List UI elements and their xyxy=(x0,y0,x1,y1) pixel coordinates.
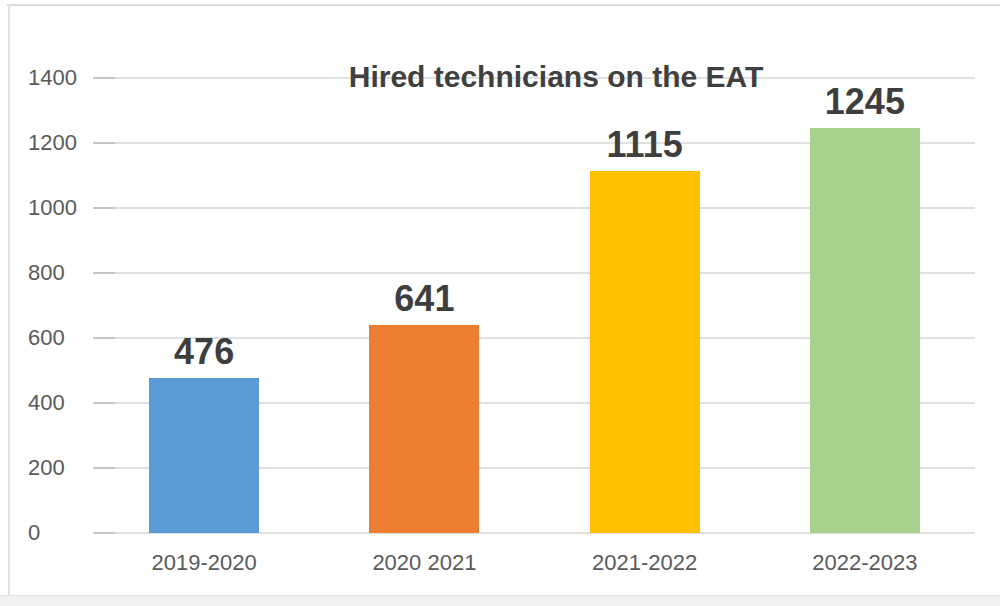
y-axis-tick-label: 600 xyxy=(28,325,65,351)
y-axis-tick-label: 1000 xyxy=(28,195,77,221)
y-axis-tick-mark xyxy=(93,272,115,274)
y-axis-tick-label: 200 xyxy=(28,455,65,481)
y-axis-tick-label: 800 xyxy=(28,260,65,286)
bar-2019-2020 xyxy=(149,378,259,533)
y-axis-tick-label: 0 xyxy=(28,520,40,546)
bar-value-label: 476 xyxy=(174,331,234,373)
x-axis-category-label: 2019-2020 xyxy=(152,550,257,576)
bar-value-label: 641 xyxy=(394,278,454,320)
x-axis-category-label: 2022-2023 xyxy=(812,550,917,576)
y-axis-tick-mark xyxy=(93,142,115,144)
chart-title: Hired technicians on the EAT xyxy=(349,60,764,94)
bar-2022-2023 xyxy=(810,128,920,533)
y-axis-tick-mark xyxy=(93,402,115,404)
footer-strip xyxy=(0,595,1000,606)
bar-2020 2021 xyxy=(369,325,479,533)
y-axis-tick-mark xyxy=(93,532,115,534)
y-axis-tick-mark xyxy=(93,337,115,339)
y-axis-tick-label: 1200 xyxy=(28,130,77,156)
y-axis-tick-mark xyxy=(93,467,115,469)
x-axis-category-label: 2021-2022 xyxy=(592,550,697,576)
bar-value-label: 1115 xyxy=(607,124,683,166)
x-axis-category-label: 2020 2021 xyxy=(372,550,476,576)
bar-value-label: 1245 xyxy=(825,81,905,123)
y-axis-tick-label: 400 xyxy=(28,390,65,416)
y-axis-tick-label: 1400 xyxy=(28,65,77,91)
y-axis-tick-mark xyxy=(93,207,115,209)
chart-canvas: 0 200 400 600 800 1000 1200 1400 476 2019-2020 641… xyxy=(0,0,1000,606)
y-axis-tick-mark xyxy=(93,77,115,79)
bar-2021-2022 xyxy=(590,171,700,533)
